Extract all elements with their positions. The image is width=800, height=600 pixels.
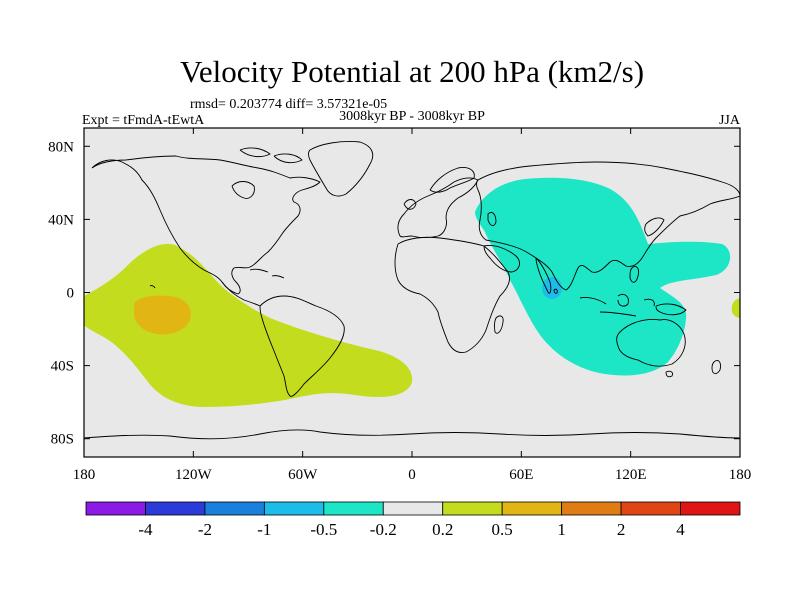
colorbar-swatch	[263, 501, 325, 516]
x-tick-label: 60W	[288, 467, 318, 483]
colorbar-swatch	[620, 501, 681, 516]
negative-anomaly-region	[475, 177, 731, 376]
colorbar-swatch	[382, 501, 444, 516]
positive-anomaly-region	[84, 243, 413, 407]
colorbar-swatch	[204, 501, 265, 516]
y-tick-label: 40N	[48, 212, 74, 228]
y-axis: 80N 40N 0 40S 80S	[48, 139, 740, 448]
colorbar-label: -1	[257, 520, 271, 539]
x-tick-label: 120E	[615, 467, 647, 483]
y-tick-label: 80S	[51, 432, 74, 448]
colorbar-swatch	[501, 501, 563, 516]
colorbar-swatch	[442, 501, 503, 516]
x-axis: 180 120W 60W 0 60E 120E 180	[73, 128, 752, 483]
experiment-label: Expt = tFmdA-tEwtA	[82, 113, 205, 128]
colorbar-swatch	[561, 501, 622, 516]
colorbar-swatch	[680, 501, 741, 516]
colorbar-label: 0.2	[432, 520, 453, 539]
colorbar-swatch	[323, 501, 384, 516]
colorbar-label: 4	[676, 520, 685, 539]
x-tick-label: 60E	[509, 467, 533, 483]
positive-maximum-region	[134, 295, 191, 335]
colorbar-label: 0.5	[492, 520, 513, 539]
x-tick-label: 0	[408, 467, 416, 483]
colorbar-label: -0.2	[370, 520, 397, 539]
map-area	[84, 128, 740, 457]
colorbar-swatch	[145, 501, 206, 516]
negative-minimum-region	[542, 277, 562, 299]
colorbar-label: -0.5	[310, 520, 337, 539]
colorbar-label: -4	[138, 520, 153, 539]
positive-anomaly-patch-east	[731, 298, 740, 318]
y-tick-label: 0	[67, 286, 75, 302]
colorbar: -4 -2 -1 -0.5 -0.2 0.2 0.5 1 2 4	[85, 501, 741, 539]
season-label: JJA	[719, 113, 741, 128]
y-tick-label: 80N	[48, 139, 74, 155]
x-tick-label: 120W	[175, 467, 213, 483]
colorbar-label: 1	[557, 520, 566, 539]
x-tick-label: 180	[729, 467, 752, 483]
x-tick-label: 180	[73, 467, 96, 483]
stats-subtitle: rmsd= 0.203774 diff= 3.57321e-05	[190, 97, 387, 112]
colorbar-label: -2	[198, 520, 212, 539]
period-subtitle: 3008kyr BP - 3008kyr BP	[339, 109, 485, 124]
colorbar-label: 2	[617, 520, 626, 539]
colorbar-swatch	[85, 501, 146, 516]
coastlines	[84, 141, 740, 440]
chart-title: Velocity Potential at 200 hPa (km2/s)	[180, 54, 644, 89]
y-tick-label: 40S	[51, 359, 74, 375]
